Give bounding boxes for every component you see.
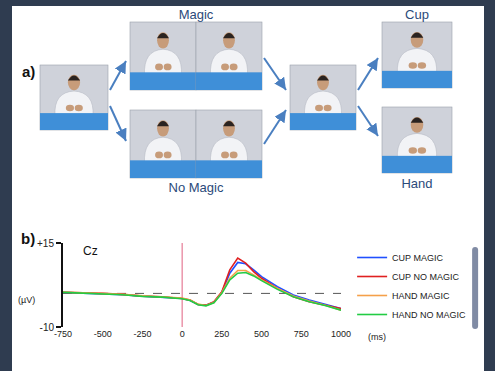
svg-text:(ms): (ms) <box>368 332 386 342</box>
svg-text:+15: +15 <box>37 238 54 249</box>
svg-text:(µV): (µV) <box>18 295 35 305</box>
svg-text:750: 750 <box>294 329 309 339</box>
svg-text:Cz: Cz <box>83 244 98 258</box>
svg-text:HAND MAGIC: HAND MAGIC <box>392 291 450 301</box>
svg-text:HAND NO MAGIC: HAND NO MAGIC <box>392 310 466 320</box>
svg-text:250: 250 <box>214 329 229 339</box>
svg-text:0: 0 <box>180 329 185 339</box>
svg-text:CUP MAGIC: CUP MAGIC <box>392 253 443 263</box>
svg-text:CUP NO MAGIC: CUP NO MAGIC <box>392 272 459 282</box>
svg-text:-750: -750 <box>54 329 72 339</box>
svg-text:a): a) <box>22 63 35 80</box>
svg-text:No Magic: No Magic <box>169 180 224 195</box>
svg-text:1000: 1000 <box>331 329 351 339</box>
svg-text:Magic: Magic <box>179 7 214 22</box>
svg-text:Hand: Hand <box>401 176 432 191</box>
html-text:b): b) <box>21 230 36 247</box>
svg-text:-500: -500 <box>94 329 112 339</box>
svg-text:Cup: Cup <box>405 7 429 22</box>
svg-text:-250: -250 <box>133 329 151 339</box>
svg-text:500: 500 <box>254 329 269 339</box>
svg-text:-10: -10 <box>40 322 55 333</box>
